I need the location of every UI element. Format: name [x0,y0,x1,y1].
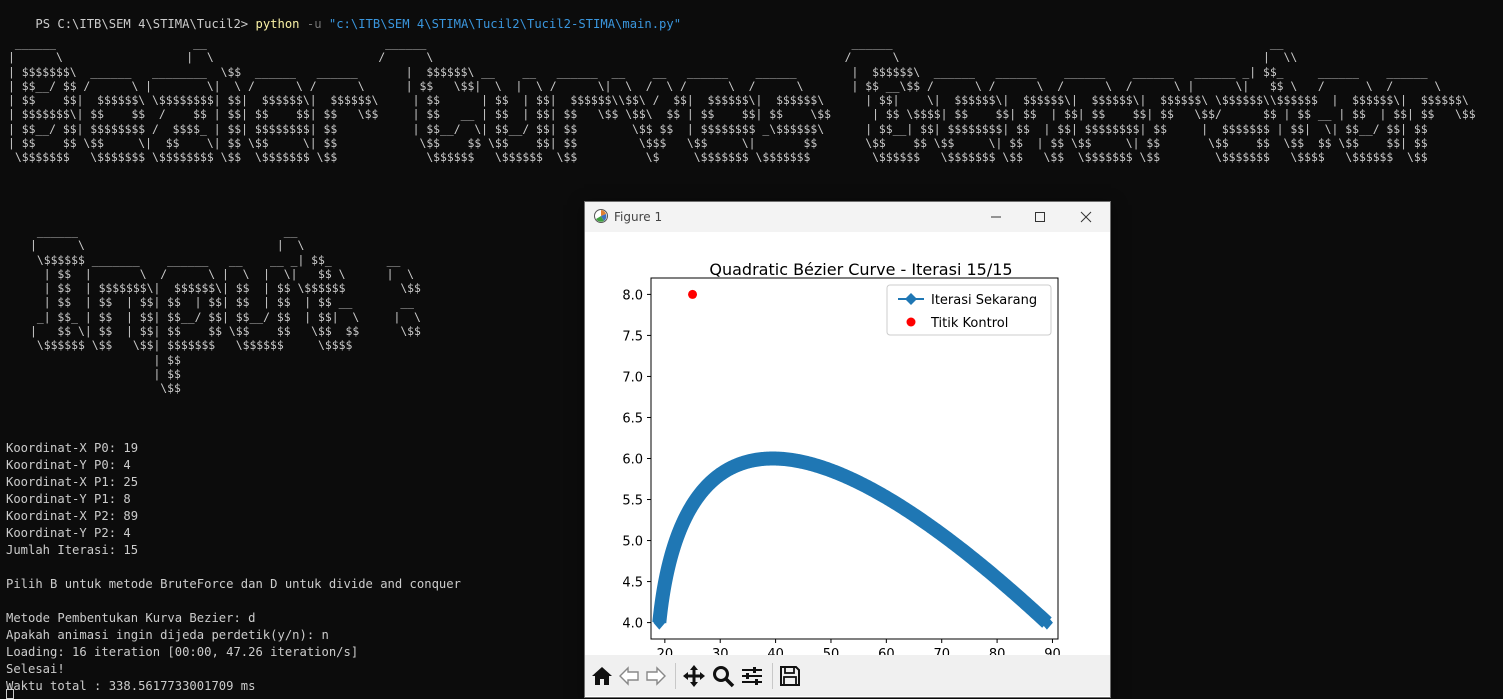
legend-label-series-1: Iterasi Sekarang [931,293,1037,308]
x-tick-label: 30 [712,647,729,655]
minimize-button[interactable] [973,202,1019,232]
command-path: "c:\ITB\SEM 4\STIMA\Tucil2\Tucil2-STIMA\… [328,17,682,31]
terminal-output-line: Koordinat-X P0: 19 [6,441,139,455]
legend-diamond-marker [905,293,917,305]
zoom-magnifier-icon[interactable] [710,663,736,689]
bezier-point-marker [653,615,666,630]
y-tick-label: 7.0 [622,370,643,385]
terminal-output-line: Apakah animasi ingin dijeda perdetik(y/n… [6,628,329,642]
y-tick-label: 7.5 [622,329,643,344]
figure-titlebar[interactable]: Figure 1 [585,202,1110,232]
maximize-button[interactable] [1017,202,1063,232]
command-python: python [255,17,300,31]
toolbar-separator [675,663,676,689]
x-tick-label: 40 [767,647,784,655]
prompt: PS C:\ITB\SEM 4\STIMA\Tucil2> [35,17,256,31]
terminal-output-line: Pilih B untuk metode BruteForce dan D un… [6,577,461,591]
y-tick-label: 5.5 [622,494,643,509]
terminal-cursor [6,689,14,699]
command-flag: -u [299,17,329,31]
terminal-output-line: Koordinat-Y P1: 8 [6,492,131,506]
terminal-output-line: Waktu total : 338.5617733001709 ms [6,679,256,693]
terminal-output-line: Koordinat-X P1: 25 [6,475,139,489]
configure-subplots-icon[interactable] [739,663,765,689]
plot-canvas[interactable]: Quadratic Bézier Curve - Iterasi 15/15 2… [585,232,1110,655]
matplotlib-app-icon [594,209,608,223]
forward-arrow-icon[interactable] [643,663,669,689]
terminal-output-line: Metode Pembentukan Kurva Bezier: d [6,611,256,625]
legend: Iterasi Sekarang Titik Kontrol [886,284,1052,336]
y-tick-label: 6.0 [622,453,643,468]
terminal-output-line: Selesai! [6,662,65,676]
figure-title: Figure 1 [614,210,663,224]
y-tick-label: 5.0 [622,535,643,550]
save-disk-icon[interactable] [777,663,803,689]
y-tick-label: 6.5 [622,411,643,426]
maximize-icon [1035,212,1045,222]
x-tick-label: 20 [657,647,674,655]
close-icon [1080,211,1092,223]
terminal-output-line: Jumlah Iterasi: 15 [6,543,139,557]
bezier-point-marker [1040,615,1053,630]
y-tick-label: 4.5 [622,576,643,591]
figure-toolbar [585,655,1110,696]
bezier-curve-line [652,451,1053,628]
back-arrow-icon[interactable] [616,663,642,689]
legend-label-series-2: Titik Kontrol [930,316,1008,331]
terminal-output-line: Koordinat-Y P0: 4 [6,458,131,472]
terminal-output-line: Koordinat-Y P2: 4 [6,526,131,540]
x-tick-label: 50 [823,647,840,655]
terminal-output-line: Koordinat-X P2: 89 [6,509,139,523]
legend-dot-marker [906,317,916,327]
x-tick-label: 80 [989,647,1006,655]
x-tick-label: 90 [1044,647,1061,655]
y-tick-label: 8.0 [622,288,643,303]
home-icon[interactable] [589,663,615,689]
axes: 20 30 40 50 60 70 80 90 4.0 4.5 5.0 5.5 6.0 6.5 7.0 7.5… [622,277,1061,655]
y-tick-label: 4.0 [622,617,643,632]
minimize-icon [991,216,1001,218]
terminal-output-line: Loading: 16 iteration [00:00, 47.26 iter… [6,645,359,659]
figure-window[interactable]: Figure 1 Quadratic Bézier Curve - Iteras… [584,201,1111,698]
x-tick-label: 70 [933,647,950,655]
close-button[interactable] [1063,202,1109,232]
control-point-marker [688,289,698,299]
toolbar-separator [772,663,773,689]
legend-box [886,284,1052,336]
ascii-banner-input: ______ __ | \ | \ \$$$$$$ _______ ______… [30,224,421,396]
ascii-banner-bezier-curve-generator: ______ __ ______ ______ __ | \ [8,36,1476,165]
pan-move-icon[interactable] [681,663,707,689]
command-line: PS C:\ITB\SEM 4\STIMA\Tucil2> python -u … [6,0,681,50]
x-tick-label: 60 [878,647,895,655]
chart-title: Quadratic Bézier Curve - Iterasi 15/15 [709,260,1012,279]
